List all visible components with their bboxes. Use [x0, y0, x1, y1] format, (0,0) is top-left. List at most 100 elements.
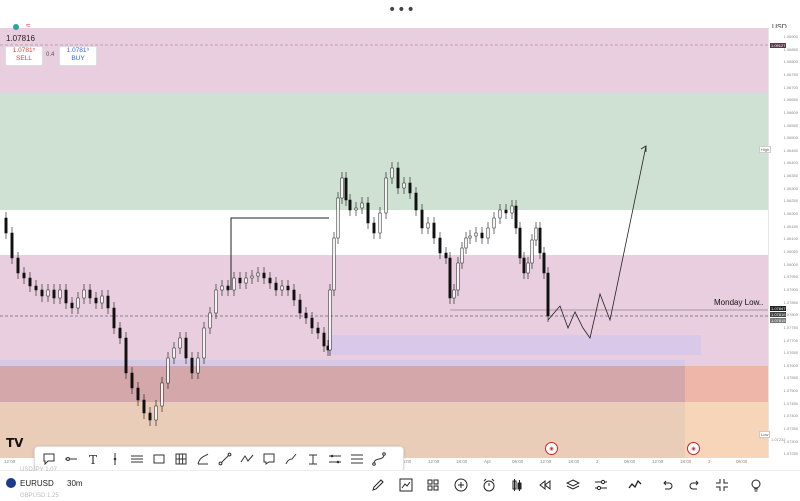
price-tick: 1.06300 — [783, 185, 798, 191]
layouts-icon[interactable] — [422, 474, 444, 496]
callout-icon[interactable] — [259, 449, 279, 469]
parallel-channel-icon[interactable] — [127, 449, 147, 469]
price-range-icon[interactable] — [325, 449, 345, 469]
current-price-label-3: 1.07815 — [770, 318, 787, 323]
indicators-icon[interactable] — [624, 474, 646, 496]
chart-type-icon[interactable] — [395, 474, 417, 496]
candle-body — [268, 277, 272, 284]
collapse-icon[interactable] — [711, 474, 733, 496]
candle-body — [378, 212, 382, 234]
drawing-toolbar: T — [34, 446, 404, 472]
candle-body — [538, 227, 542, 254]
alert-icon[interactable] — [478, 474, 500, 496]
low-tag: Low — [759, 431, 771, 438]
spread-value: 0.4 — [46, 52, 55, 58]
fib-icon[interactable] — [193, 449, 213, 469]
time-tick: 18:00 — [456, 459, 468, 464]
candle-body — [172, 347, 176, 359]
candle-body — [148, 412, 152, 421]
candle-body — [518, 227, 522, 259]
current-price-label-2: 1.07816 — [770, 312, 787, 317]
price-tick: 1.06100 — [783, 236, 798, 242]
candle-body — [510, 205, 514, 214]
candle-body — [526, 262, 530, 274]
candle-body — [166, 357, 170, 384]
date-range-icon[interactable] — [347, 449, 367, 469]
time-tick: 12:00 — [428, 459, 440, 464]
price-tick: 1.06350 — [783, 173, 798, 179]
candle-body — [340, 177, 344, 199]
buy-label: BUY — [71, 55, 85, 62]
candle-body — [480, 232, 484, 239]
time-tick: Apr — [484, 459, 492, 464]
sell-button[interactable]: 1.0781⁵ SELL — [5, 46, 43, 66]
candle-body — [250, 275, 254, 279]
price-scale[interactable]: 1.09127 High 1.07847 1.07816 1.07815 Low… — [759, 28, 800, 458]
pencil-icon[interactable] — [367, 474, 389, 496]
price-tick: 1.07900 — [783, 286, 798, 292]
candle-body — [40, 289, 44, 297]
text-icon[interactable]: T — [83, 449, 103, 469]
vertical-line-icon[interactable] — [105, 449, 125, 469]
trend-line-icon[interactable] — [215, 449, 235, 469]
undo-icon[interactable] — [656, 474, 678, 496]
candle-body — [190, 357, 194, 374]
curve-icon[interactable] — [369, 449, 389, 469]
symbol-button[interactable]: EURUSD — [20, 479, 54, 488]
candle-body — [22, 272, 26, 279]
currency-label[interactable]: USD — [772, 24, 787, 31]
eurusd-flag-icon — [6, 478, 16, 488]
candle-body — [322, 332, 326, 347]
order-block — [328, 335, 701, 355]
time-tick: 18:00 — [568, 459, 580, 464]
settings-sliders-icon[interactable] — [590, 474, 612, 496]
candle-body — [464, 237, 468, 249]
lightbulb-icon[interactable] — [745, 474, 767, 496]
path-icon[interactable] — [237, 449, 257, 469]
candle-body — [384, 177, 388, 214]
candle-body — [82, 289, 86, 299]
time-tick: 06:00 — [736, 459, 748, 464]
grid-icon[interactable] — [171, 449, 191, 469]
candle-body — [372, 222, 376, 234]
candle-body — [432, 222, 436, 239]
price-tick: 1.07600 — [783, 362, 798, 368]
layers-icon[interactable] — [562, 474, 584, 496]
candle-body — [292, 289, 296, 301]
chart-canvas[interactable]: Monday Low.. ◉ ◉ — [0, 28, 768, 458]
candle-body — [546, 272, 550, 317]
add-icon[interactable] — [450, 474, 472, 496]
candle-body — [160, 382, 164, 407]
candle-body — [280, 285, 284, 291]
interval-button[interactable]: 30m — [67, 479, 83, 488]
price-candles — [0, 44, 768, 426]
buy-button[interactable]: 1.0781⁹ BUY — [59, 46, 97, 66]
time-tick: 12:00 — [4, 459, 16, 464]
candle-body — [402, 182, 406, 189]
candle-group — [4, 162, 550, 426]
horizontal-line-icon[interactable] — [61, 449, 81, 469]
price-label-icon[interactable] — [303, 449, 323, 469]
event-flag-2[interactable]: ◉ — [687, 442, 700, 455]
brush-icon[interactable] — [281, 449, 301, 469]
redo-icon[interactable] — [684, 474, 706, 496]
candle-body — [504, 209, 508, 214]
speech-bubble-icon[interactable] — [39, 449, 59, 469]
watchlist-ghost-2: GBPUSD 1.25 — [20, 493, 59, 499]
candle-body — [328, 289, 332, 351]
candle-body — [136, 387, 140, 401]
replay-icon[interactable] — [534, 474, 556, 496]
more-menu-icon[interactable]: ••• — [388, 2, 416, 18]
price-tick: 1.06700 — [783, 84, 798, 90]
candle-body — [106, 295, 110, 309]
price-tick: 1.06200 — [783, 211, 798, 217]
candle-body — [414, 192, 418, 211]
event-flag-1[interactable]: ◉ — [545, 442, 558, 455]
candles-icon[interactable] — [506, 474, 528, 496]
price-tick: 1.06750 — [783, 71, 798, 77]
rectangle-icon[interactable] — [149, 449, 169, 469]
candle-body — [298, 299, 302, 314]
price-tick: 1.07550 — [783, 375, 798, 381]
candle-body — [100, 295, 104, 304]
candle-body — [238, 277, 242, 284]
